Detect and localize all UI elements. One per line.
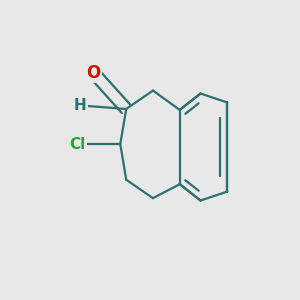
Text: O: O [86,64,101,82]
Text: Cl: Cl [69,136,85,152]
Text: H: H [74,98,86,113]
